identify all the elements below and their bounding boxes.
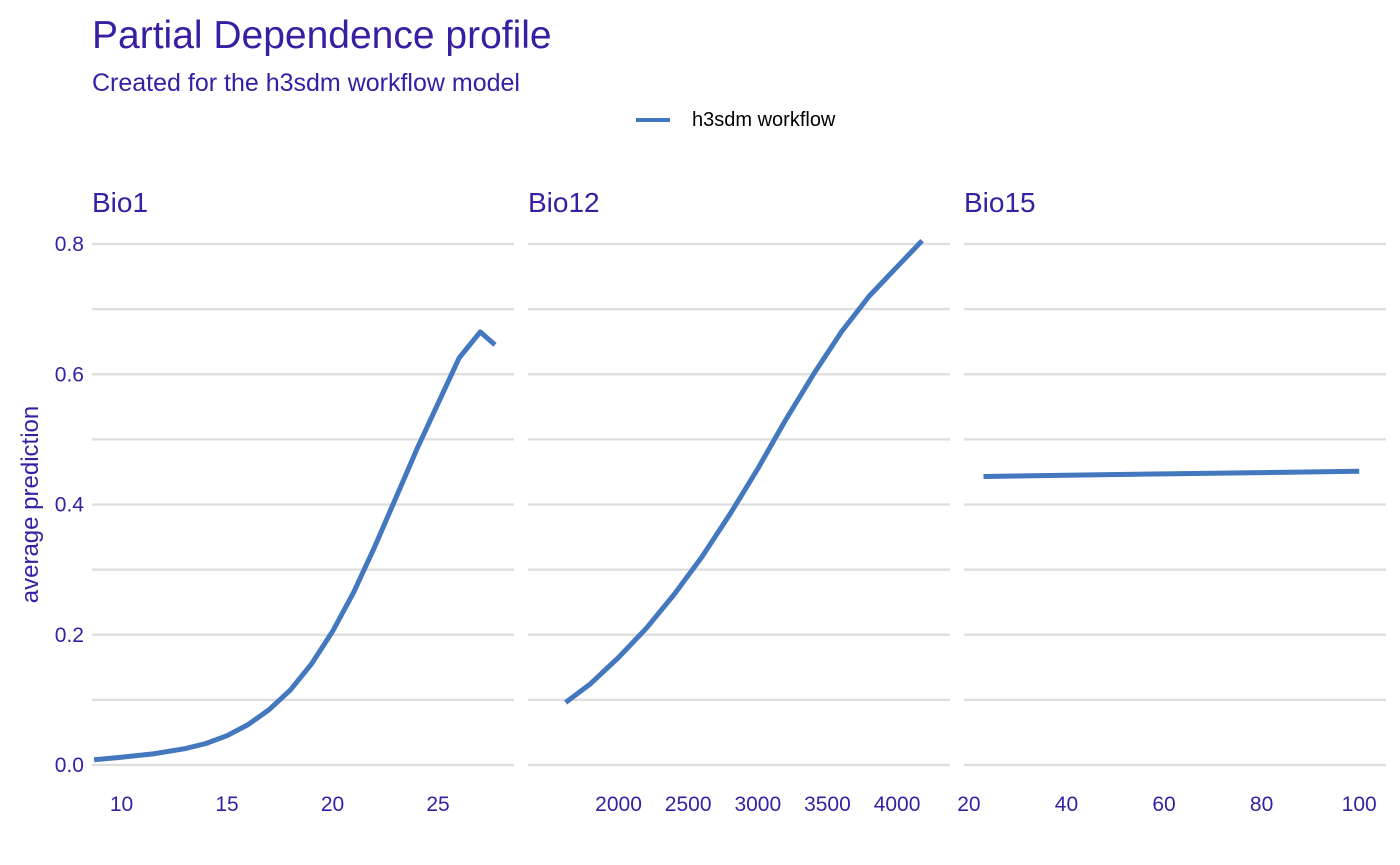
x-tick-label: 2500: [665, 793, 712, 816]
series-line-bio15: [983, 468, 1360, 479]
series-line-bio12: [564, 238, 924, 705]
x-tick-label: 2000: [595, 793, 642, 816]
x-tick-label: 3000: [734, 793, 781, 816]
y-axis-title: average prediction: [17, 406, 44, 603]
x-tick-label: 80: [1250, 793, 1273, 816]
y-tick-label: 0.2: [55, 624, 84, 647]
x-tick-label: 20: [321, 793, 344, 816]
legend-swatch: [636, 118, 670, 122]
x-tick-label: 15: [215, 793, 238, 816]
y-tick-label: 0.8: [55, 233, 84, 256]
legend-label: h3sdm workflow: [692, 108, 836, 131]
series-line-bio1: [93, 329, 497, 763]
chart-subtitle: Created for the h3sdm workflow model: [92, 69, 520, 97]
panel-title-bio15: Bio15: [964, 187, 1036, 218]
x-tick-label: 100: [1342, 793, 1377, 816]
x-tick-label: 20: [957, 793, 980, 816]
x-tick-label: 40: [1055, 793, 1078, 816]
y-tick-label: 0.4: [55, 494, 85, 517]
panel-title-bio12: Bio12: [528, 187, 600, 218]
chart-title: Partial Dependence profile: [92, 14, 552, 57]
panel-title-bio1: Bio1: [92, 187, 148, 218]
legend: h3sdm workflow: [636, 106, 835, 134]
y-tick-label: 0.6: [55, 363, 84, 386]
x-tick-label: 25: [426, 793, 449, 816]
x-tick-label: 4000: [874, 793, 921, 816]
x-tick-label: 3500: [804, 793, 851, 816]
x-tick-label: 10: [110, 793, 133, 816]
x-tick-label: 60: [1152, 793, 1175, 816]
y-tick-label: 0.0: [55, 754, 84, 777]
